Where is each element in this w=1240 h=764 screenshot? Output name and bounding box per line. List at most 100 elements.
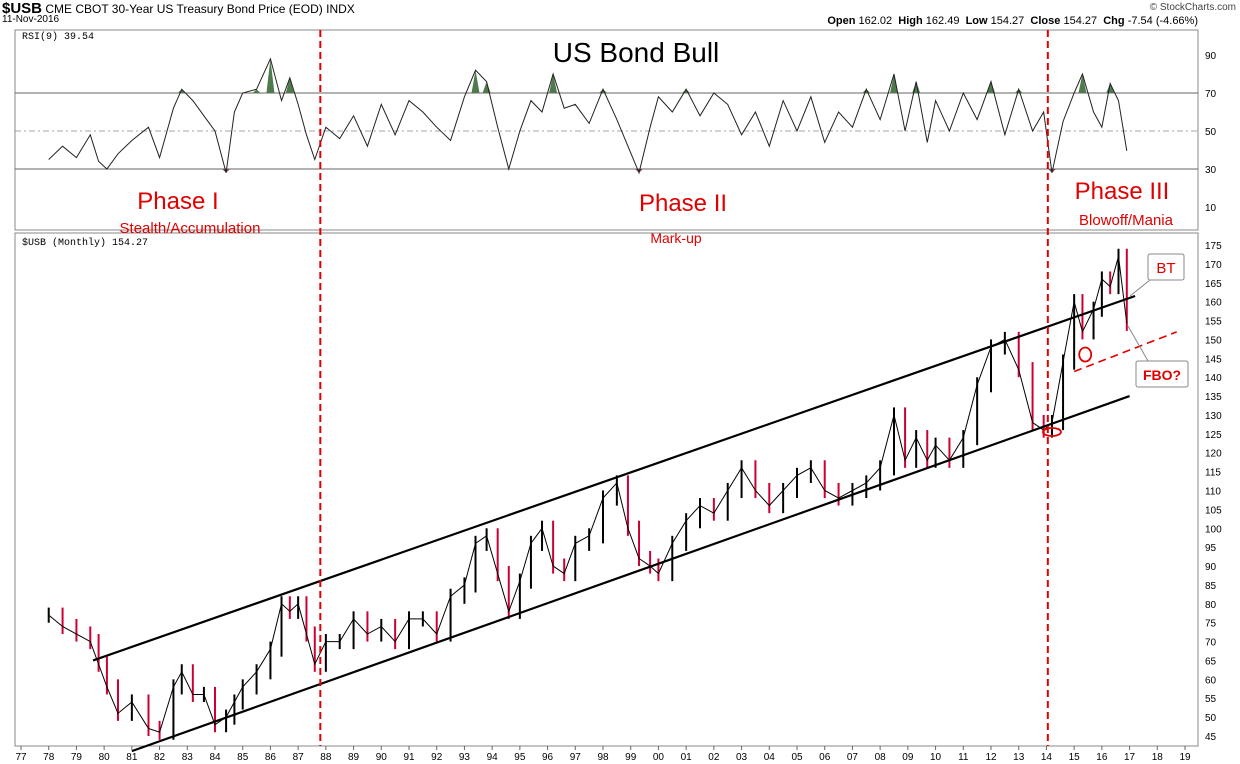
x-tick-label: 84 [209,752,221,763]
x-tick-label: 18 [1152,752,1164,763]
phase3-label: Phase III [1075,178,1170,205]
x-tick-label: 02 [708,752,720,763]
phase1-label: Phase I [137,188,218,215]
rsi-overbought-fill [252,89,261,93]
x-tick-label: 77 [15,752,27,763]
x-tick-label: 94 [487,752,499,763]
close-label: Close [1030,15,1061,27]
fbo-box [1135,360,1189,388]
price-tick-label: 120 [1205,449,1222,460]
x-tick-label: 83 [182,752,194,763]
price-tick-label: 175 [1205,241,1222,252]
x-tick-label: 01 [681,752,693,763]
x-tick-label: 99 [625,752,637,763]
price-tick-label: 140 [1205,373,1222,384]
description: CME CBOT 30-Year US Treasury Bond Price … [45,2,323,16]
chart-title: US Bond Bull [553,37,720,68]
chart-date: 11-Nov-2016 [2,14,60,25]
x-tick-label: 17 [1124,752,1136,763]
price-tick-label: 60 [1205,675,1217,686]
fbo-pointer [1127,325,1149,362]
channel-line [92,294,1136,662]
rsi-overbought-fill [1014,89,1023,93]
x-tick-label: 16 [1096,752,1108,763]
price-tick-label: 95 [1205,543,1217,554]
x-tick-label: 95 [514,752,526,763]
x-tick-label: 90 [376,752,388,763]
price-tick-label: 150 [1205,335,1222,346]
high-label: High [898,15,923,27]
x-tick-label: 93 [459,752,471,763]
x-tick-label: 86 [265,752,277,763]
low-label: Low [965,15,988,27]
exchange: INDX [326,2,355,16]
price-tick-label: 125 [1205,430,1222,441]
x-tick-label: 82 [154,752,166,763]
x-tick-label: 14 [1041,752,1053,763]
bt-text: BT [1156,260,1175,277]
channel-line [131,395,1130,753]
x-tick-label: 97 [570,752,582,763]
x-tick-label: 96 [542,752,554,763]
price-tick-label: 100 [1205,524,1222,535]
x-tick-label: 11 [958,752,969,763]
price-legend: $USB (Monthly) 154.27 [22,237,148,249]
open-value: 162.02 [858,15,893,27]
rsi-overbought-fill [471,70,480,93]
x-tick-label: 79 [71,752,83,763]
rsi-overbought-fill [862,89,871,93]
rsi-tick-label: 10 [1205,203,1217,214]
phase2-label: Phase II [639,190,727,217]
rsi-tick-label: 90 [1205,51,1217,62]
price-tick-label: 115 [1205,468,1221,479]
price-tick-label: 130 [1205,411,1222,422]
bt-callout: BT [1129,253,1185,297]
price-tick-label: 45 [1205,732,1217,743]
x-tick-label: 13 [1013,752,1025,763]
price-tick-label: 110 [1205,487,1221,498]
x-tick-label: 78 [43,752,55,763]
brand-credit: © StockCharts.com [1149,2,1236,13]
price-panel-frame [14,232,1199,747]
x-tick-label: 00 [653,752,665,763]
low-value: 154.27 [990,15,1025,27]
price-tick-label: 65 [1205,656,1217,667]
rsi-overbought-fill [549,74,558,93]
open-label: Open [827,15,856,27]
phase1-sublabel: Stealth/Accumulation [120,220,261,237]
rsi-legend: RSI(9) 39.54 [22,31,94,43]
x-tick-label: 85 [237,752,249,763]
x-tick-label: 03 [736,752,748,763]
x-tick-label: 12 [985,752,997,763]
fbo-text: FBO? [1143,367,1181,383]
price-tick-label: 105 [1205,505,1222,516]
price-tick-label: 75 [1205,619,1217,630]
x-tick-label: 87 [293,752,305,763]
price-tick-label: 170 [1205,260,1222,271]
x-tick-label: 15 [1069,752,1081,763]
rsi-overbought-fill [1106,83,1115,93]
price-tick-label: 50 [1205,713,1217,724]
rsi-overbought-fill [890,74,898,93]
chg-label: Chg [1103,15,1125,27]
price-tick-label: 145 [1205,354,1222,365]
high-value: 162.49 [925,15,960,27]
x-tick-label: 10 [930,752,942,763]
x-tick-label: 07 [847,752,859,763]
close-value: 154.27 [1063,15,1098,27]
phase3-sublabel: Blowoff/Mania [1079,212,1174,229]
ohlc-summary: Open 162.02 High 162.49 Low 154.27 Close… [827,15,1198,27]
chg-value: -7.54 (-4.66%) [1127,15,1198,27]
price-tick-label: 80 [1205,600,1217,611]
x-tick-label: 80 [99,752,111,763]
chart-header-left: $USB CME CBOT 30-Year US Treasury Bond P… [2,0,355,17]
rsi-tick-label: 30 [1205,165,1217,176]
fbo-callout: FBO? [1127,325,1189,388]
phase2-sublabel: Mark-up [650,230,702,246]
x-tick-label: 06 [819,752,831,763]
price-tick-label: 70 [1205,638,1217,649]
rsi-overbought-fill [285,77,294,93]
x-tick-label: 91 [403,752,415,763]
rsi-line [48,57,1128,175]
